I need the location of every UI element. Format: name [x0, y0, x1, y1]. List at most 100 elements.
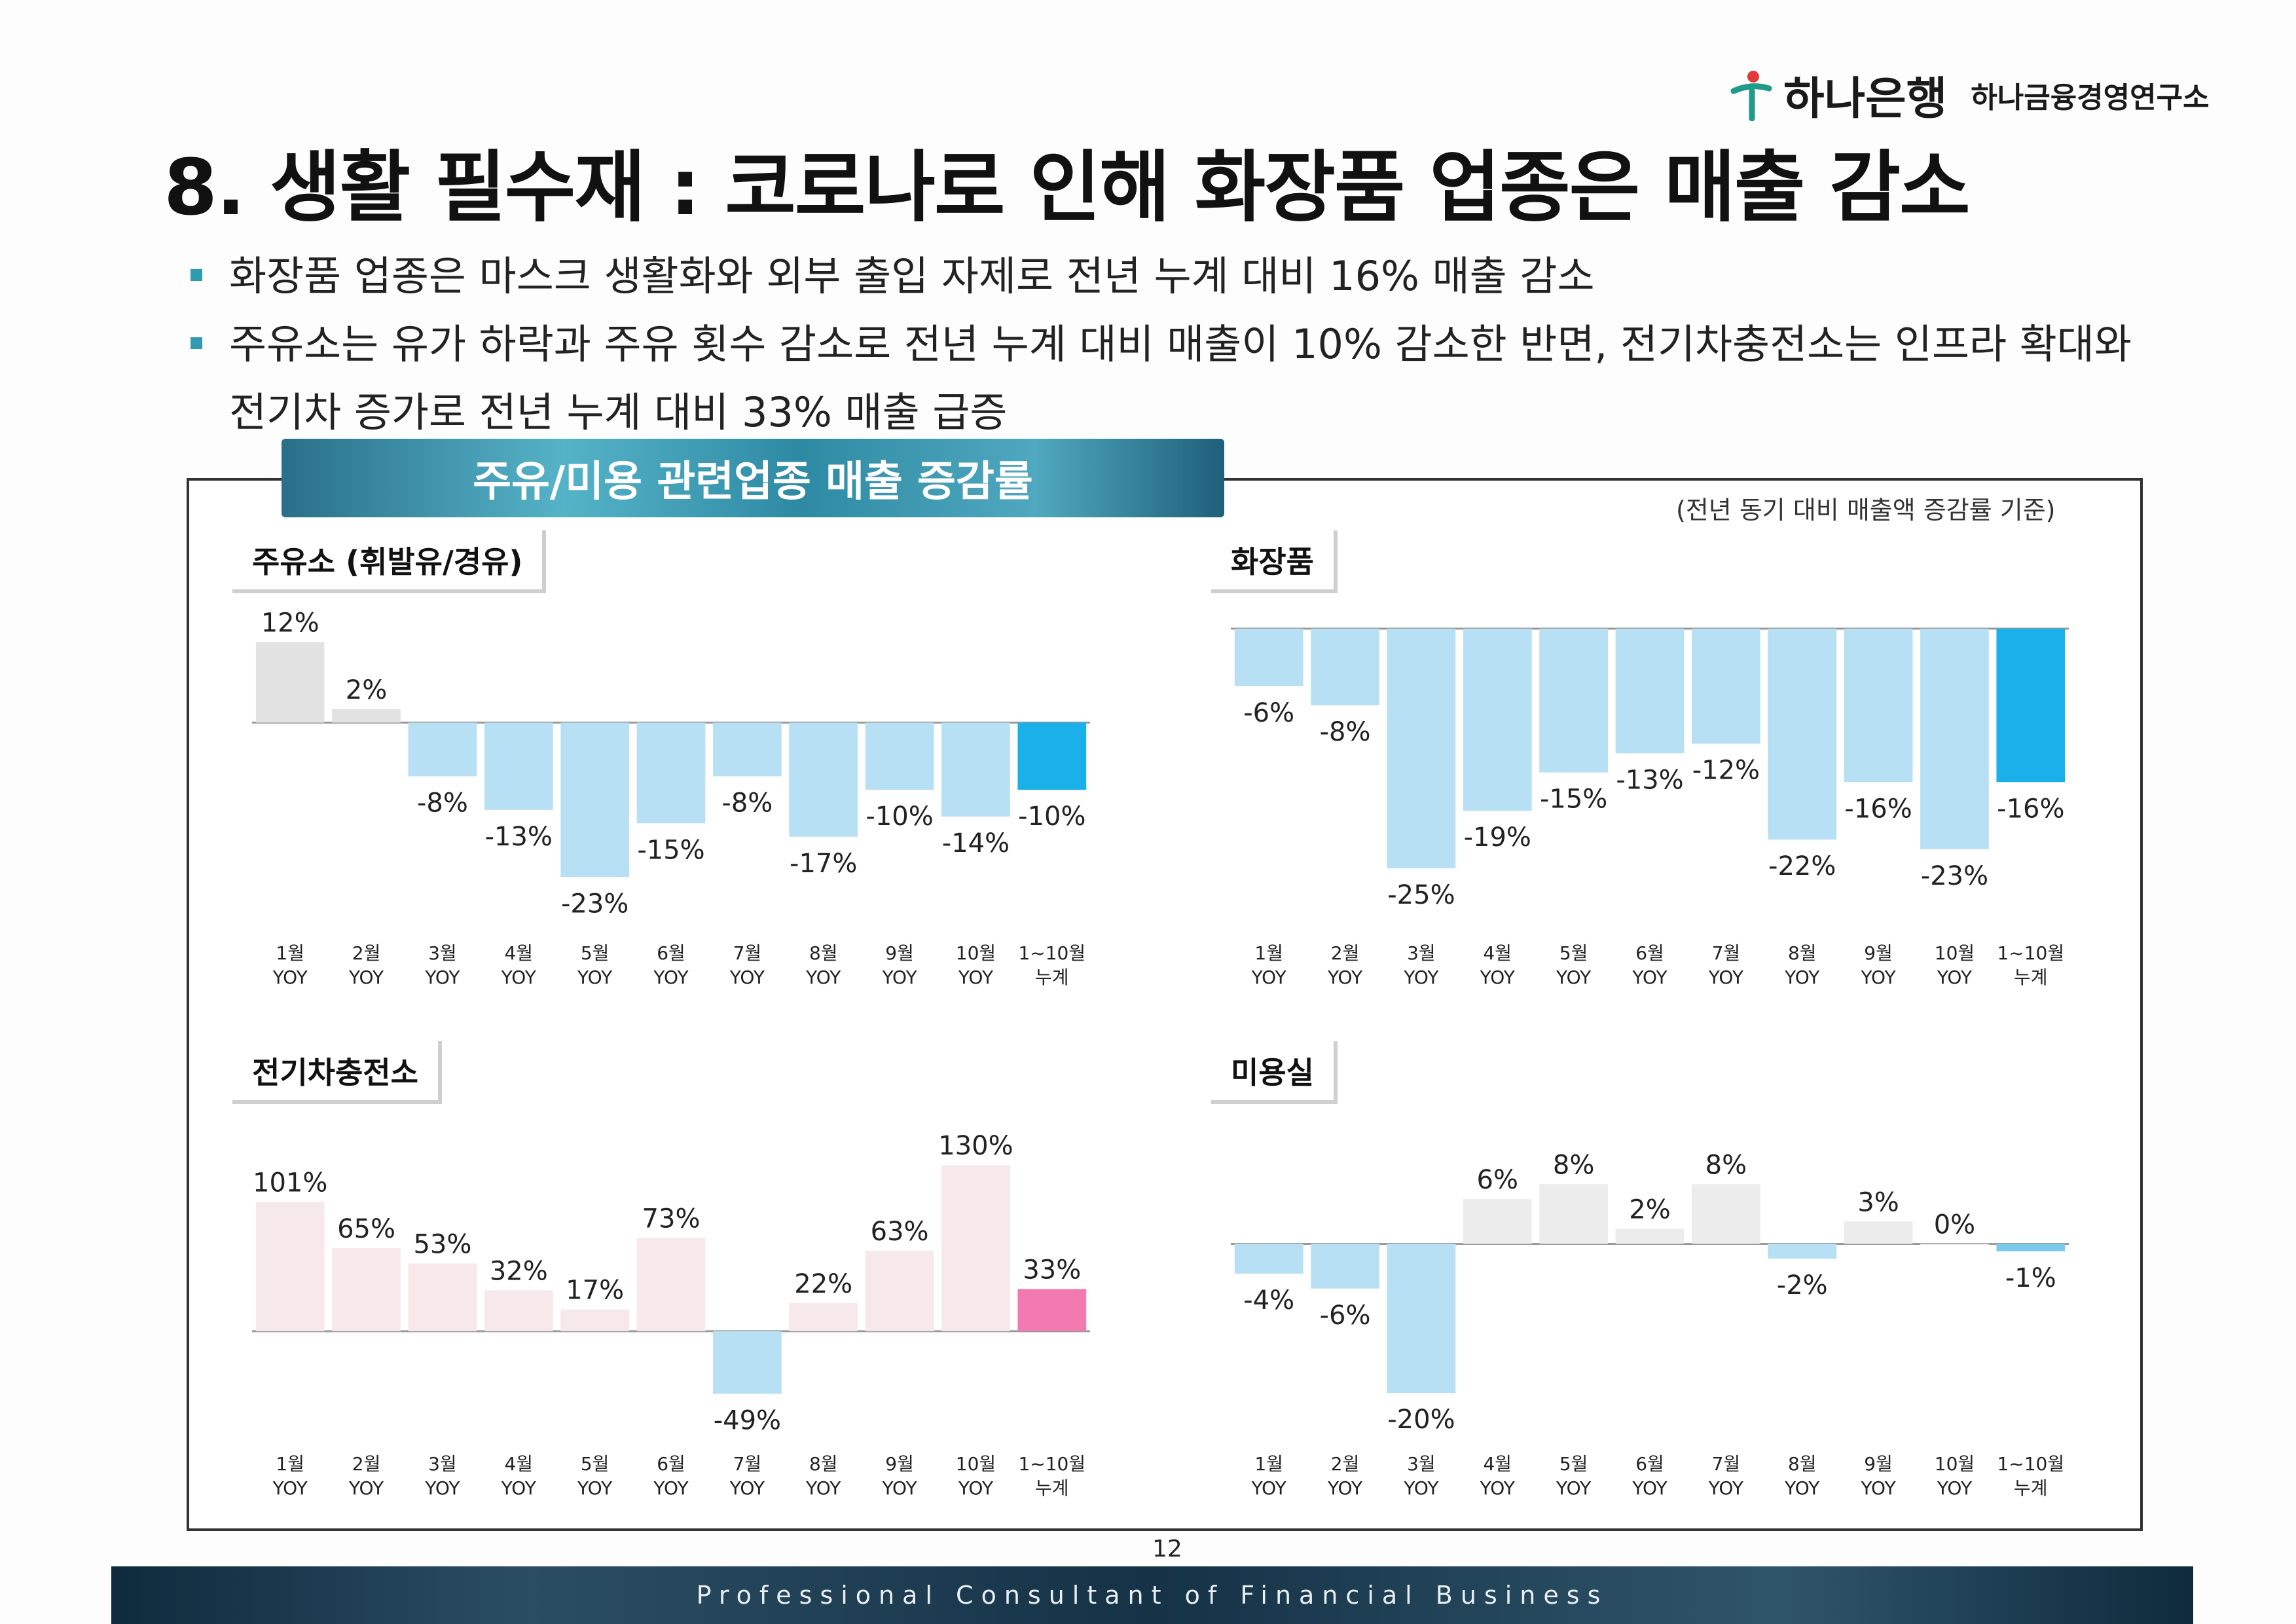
x-tick-label: YOY	[1480, 967, 1516, 988]
x-tick-label: YOY	[1251, 967, 1287, 988]
x-tick-label: 8월	[809, 942, 838, 964]
bar-3	[408, 1263, 477, 1331]
bar-3	[408, 722, 477, 777]
x-tick-label: 1~10월	[1997, 942, 2064, 964]
data-label: 6%	[1477, 1165, 1518, 1195]
bar-8	[1768, 629, 1837, 840]
bar-7	[713, 722, 782, 777]
x-tick-label: 5월	[1559, 942, 1588, 964]
x-tick-label: 8월	[1788, 942, 1817, 964]
data-label: 73%	[642, 1204, 701, 1234]
bar-7	[1692, 629, 1760, 744]
x-tick-label: YOY	[272, 967, 308, 988]
bar-6	[1615, 1228, 1685, 1244]
x-tick-label: YOY	[958, 1477, 994, 1499]
x-tick-label: 10월	[1935, 1453, 1975, 1475]
bar-3	[1387, 1244, 1456, 1393]
x-tick-label: 10월	[956, 942, 996, 964]
bar-4	[1463, 1199, 1532, 1244]
data-label: 101%	[253, 1168, 327, 1198]
x-tick-label: 1~10월	[1018, 1453, 1085, 1475]
x-tick-label: YOY	[1556, 1477, 1592, 1499]
x-tick-label: YOY	[272, 1477, 308, 1499]
x-tick-label: 7월	[1712, 1453, 1741, 1475]
x-tick-label: 1~10월	[1018, 942, 1085, 964]
chart-title: 미용실	[1211, 1041, 1338, 1104]
data-label: 53%	[413, 1229, 471, 1259]
data-label: -2%	[1777, 1270, 1828, 1301]
data-label: 2%	[1629, 1195, 1670, 1225]
chart-title: 전기차충전소	[232, 1041, 442, 1104]
bar-8	[789, 1302, 858, 1331]
bar-11	[1996, 629, 2066, 783]
bar-2	[1311, 629, 1379, 706]
gas-station-chart-svg: 12% 1월 YOY 2% 2월 YOY -8% 3월 YOY -13% 4월 YOY -23% 5월 YO…	[252, 608, 1090, 988]
x-tick-label: YOY	[805, 967, 841, 988]
x-tick-label: YOY	[348, 1477, 384, 1499]
bar-3	[1387, 629, 1456, 869]
panel-title: 주유/미용 관련업종 매출 증감률	[282, 439, 1224, 517]
data-label: -17%	[790, 849, 857, 879]
cosmetics-chart-svg: -6% 1월 YOY -8% 2월 YOY -25% 3월 YOY -19% 4월 YOY -15% 5월…	[1231, 627, 2069, 988]
x-tick-label: 3월	[1407, 942, 1436, 964]
summary-bullets: 화장품 업종은 마스크 생활화와 외부 출입 자제로 전년 누계 대비 16% …	[187, 242, 2151, 447]
x-tick-label: YOY	[501, 1477, 537, 1499]
x-tick-label: 9월	[885, 942, 914, 964]
bar-4	[1463, 629, 1532, 811]
x-tick-label: 6월	[657, 942, 685, 964]
data-label: -22%	[1768, 851, 1836, 881]
footer-banner: Professional Consultant of Financial Bus…	[111, 1566, 2193, 1624]
x-tick-label: 2월	[352, 1453, 381, 1475]
x-tick-label: YOY	[881, 967, 917, 988]
data-label: -16%	[1844, 794, 1912, 824]
bar-9	[865, 722, 934, 790]
data-label: -23%	[1921, 861, 1988, 891]
bar-7	[713, 1331, 782, 1394]
x-tick-label: YOY	[1631, 967, 1667, 988]
x-tick-label: 9월	[1864, 942, 1893, 964]
x-tick-label: YOY	[729, 967, 765, 988]
data-label: -4%	[1243, 1285, 1294, 1316]
data-label: -1%	[2005, 1263, 2056, 1293]
bar-2	[1311, 1244, 1379, 1289]
page-title: 8. 생활 필수재 : 코로나로 인해 화장품 업종은 매출 감소	[164, 142, 1971, 232]
ev-charging-chart-svg: 101%1월YOY65%2월YOY53%3월YOY32%4월YOY17%5월YO…	[252, 1131, 1090, 1499]
x-tick-label: 3월	[1407, 1453, 1436, 1475]
bar-5	[560, 722, 629, 877]
bar-2	[332, 1247, 401, 1331]
bar-9	[1844, 1221, 1913, 1244]
gas-station-chart: 12% 1월 YOY 2% 2월 YOY -8% 3월 YOY -13% 4월 YOY -23% 5월 YO…	[232, 530, 1103, 989]
data-label: 32%	[490, 1256, 548, 1286]
x-tick-label: YOY	[1403, 1477, 1439, 1499]
x-tick-label: YOY	[1251, 1477, 1287, 1499]
x-tick-label: YOY	[958, 967, 994, 988]
x-tick-label: YOY	[424, 967, 460, 988]
bar-1	[1234, 1244, 1303, 1274]
bar-9	[1844, 629, 1913, 783]
x-tick-label: 6월	[657, 1453, 685, 1475]
data-label: -13%	[1616, 765, 1683, 795]
data-label: -23%	[561, 889, 629, 919]
x-tick-label: 8월	[1788, 1453, 1817, 1475]
x-tick-label: 3월	[428, 1453, 457, 1475]
x-tick-label: 3월	[428, 942, 457, 964]
x-tick-label: YOY	[1327, 1477, 1363, 1499]
x-tick-label: 2월	[1331, 942, 1360, 964]
x-tick-label: 9월	[885, 1453, 914, 1475]
x-tick-label: YOY	[1480, 1477, 1516, 1499]
x-tick-label: YOY	[1327, 967, 1363, 988]
data-label: -10%	[866, 802, 933, 832]
x-tick-label: 누계	[1035, 1477, 1069, 1499]
x-tick-label: YOY	[653, 967, 689, 988]
x-tick-label: YOY	[1556, 967, 1592, 988]
bar-9	[865, 1250, 934, 1331]
data-label: -12%	[1692, 756, 1760, 786]
bar-10	[1920, 1244, 1989, 1246]
x-tick-label: 4월	[1483, 942, 1512, 964]
x-tick-label: YOY	[1631, 1477, 1667, 1499]
hana-bank-logo: 하나은행 하나금융경영연구소	[1728, 62, 2210, 127]
cosmetics-chart: -6% 1월 YOY -8% 2월 YOY -25% 3월 YOY -19% 4월 YOY -15% 5월…	[1211, 530, 2082, 989]
bar-4	[484, 722, 553, 810]
logo-name: 하나은행	[1783, 73, 1948, 125]
data-label: 22%	[794, 1269, 852, 1299]
